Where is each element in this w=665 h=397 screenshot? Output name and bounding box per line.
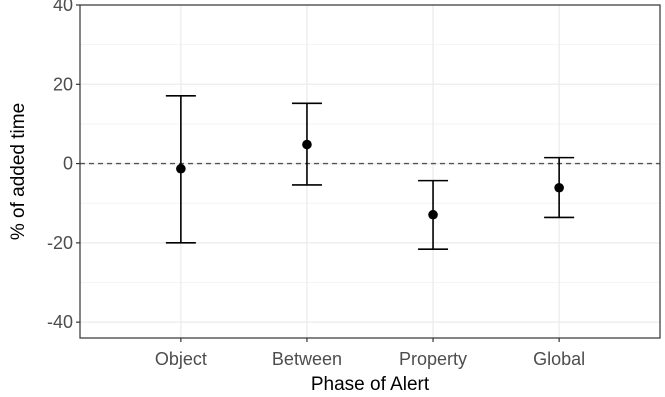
x-axis-title: Phase of Alert: [311, 374, 430, 395]
data-point: [428, 210, 438, 220]
y-tick-label: 40: [53, 0, 73, 15]
x-tick-label: Property: [399, 349, 467, 369]
y-tick-label: -40: [47, 312, 73, 332]
data-point: [176, 164, 186, 174]
y-axis-ticks: -40 -20 0 20 40: [47, 0, 80, 332]
x-tick-label: Between: [272, 349, 342, 369]
x-axis-ticks: Object Between Property Global: [155, 338, 585, 369]
y-axis-title: % of added time: [8, 103, 29, 240]
x-tick-label: Global: [533, 349, 585, 369]
y-tick-label: 0: [63, 154, 73, 174]
plot-panel: [80, 5, 660, 338]
y-tick-label: -20: [47, 233, 73, 253]
x-tick-label: Object: [155, 349, 207, 369]
y-tick-label: 20: [53, 74, 73, 94]
data-point: [302, 140, 312, 150]
data-point: [554, 183, 564, 193]
